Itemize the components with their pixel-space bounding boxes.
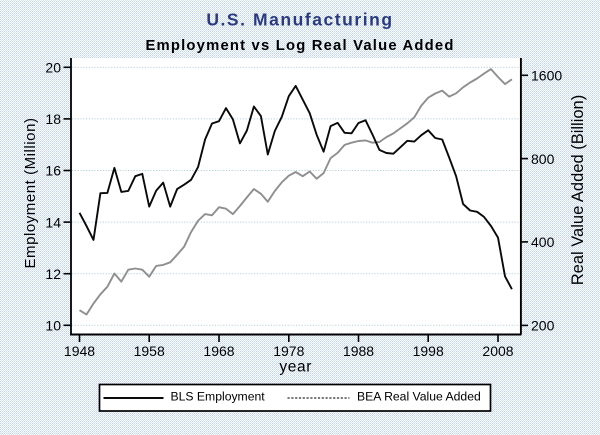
svg-text:1998: 1998	[413, 343, 444, 359]
svg-text:1978: 1978	[273, 343, 304, 359]
svg-text:Real Value Added (Billion): Real Value Added (Billion)	[569, 95, 587, 285]
svg-text:1600: 1600	[531, 68, 562, 84]
svg-text:BEA Real Value Added: BEA Real Value Added	[357, 389, 481, 403]
svg-text:18: 18	[45, 111, 61, 127]
svg-text:800: 800	[531, 151, 555, 167]
svg-text:BLS Employment: BLS Employment	[171, 389, 266, 403]
svg-text:1958: 1958	[134, 343, 165, 359]
svg-text:Employment vs Log Real Value A: Employment vs Log Real Value Added	[145, 38, 454, 54]
svg-text:20: 20	[45, 60, 61, 76]
svg-text:year: year	[279, 359, 312, 376]
svg-text:10: 10	[45, 318, 61, 334]
svg-text:1988: 1988	[343, 343, 374, 359]
svg-text:Employment (Million): Employment (Million)	[22, 117, 39, 268]
svg-text:14: 14	[45, 214, 61, 230]
svg-text:400: 400	[531, 234, 555, 250]
svg-text:16: 16	[45, 163, 61, 179]
svg-text:12: 12	[45, 266, 61, 282]
svg-text:200: 200	[531, 318, 555, 334]
svg-text:1948: 1948	[64, 343, 95, 359]
svg-text:2008: 2008	[482, 343, 513, 359]
svg-text:U.S. Manufacturing: U.S. Manufacturing	[206, 10, 393, 30]
svg-text:1968: 1968	[203, 343, 234, 359]
